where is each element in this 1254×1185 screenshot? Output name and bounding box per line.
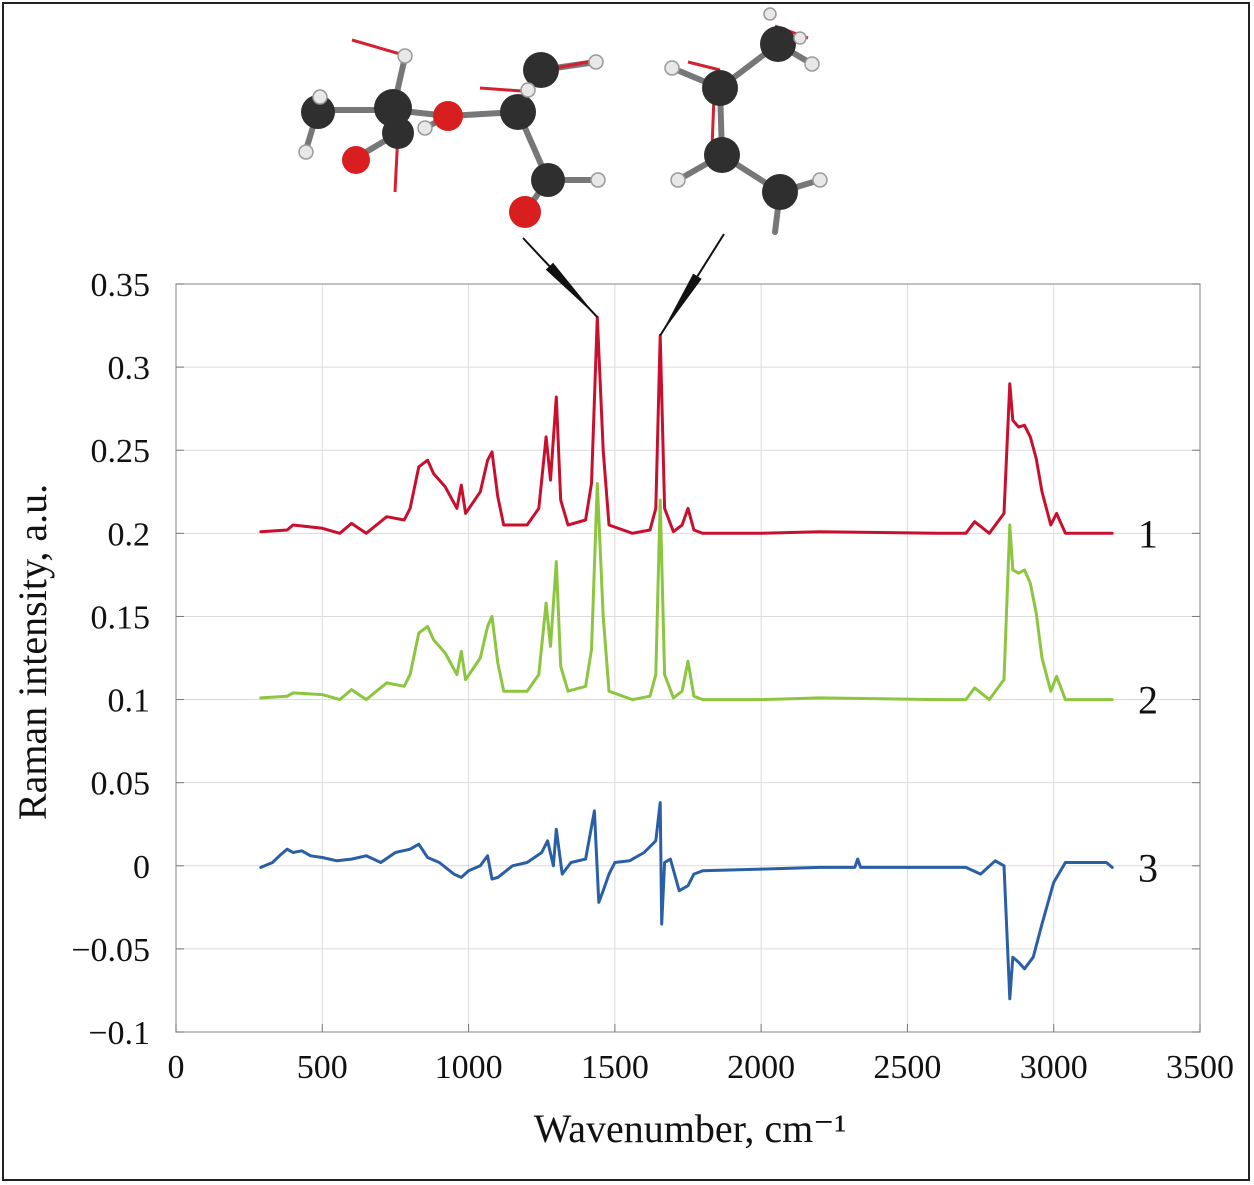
- displacement-vector: [687, 60, 721, 72]
- x-tick-label: 3000: [1020, 1049, 1088, 1086]
- carbon-atom: [702, 70, 738, 106]
- carbon-atom: [762, 174, 798, 210]
- axis-ticks: 0 500 1000 1500 2000 2500 3000 3500 −0.1 −0.05 0 0.…: [71, 267, 1234, 1086]
- hydrogen-atom: [793, 31, 807, 45]
- x-tick-label: 0: [168, 1049, 185, 1086]
- pointer-arrowhead: [545, 262, 598, 318]
- carbon-atom: [374, 89, 412, 127]
- hydrogen-atom: [397, 48, 413, 64]
- x-tick-label: 500: [297, 1049, 348, 1086]
- series-line-3: [259, 801, 1114, 1001]
- y-tick-label: 0.15: [91, 599, 151, 636]
- y-axis-title: Raman intensity, a.u.: [10, 484, 55, 820]
- x-tick-label: 1000: [435, 1049, 503, 1086]
- plot-border: [175, 283, 1201, 1033]
- hydrogen-atom: [804, 56, 820, 72]
- carbon-atom: [382, 117, 414, 149]
- oxygen-atom: [509, 196, 541, 228]
- y-tick-label: 0: [133, 849, 150, 886]
- x-tick-label: 1500: [581, 1049, 649, 1086]
- series-label-2: 2: [1138, 678, 1158, 723]
- hydrogen-atom: [298, 144, 314, 160]
- series-label-1: 1: [1138, 511, 1158, 556]
- series-lines: [259, 315, 1114, 1001]
- oxygen-atom: [433, 101, 463, 131]
- pointer-arrowhead: [660, 273, 702, 336]
- x-tick-label: 2500: [873, 1049, 941, 1086]
- carbon-atom: [704, 137, 740, 173]
- y-tick-label: 0.2: [108, 516, 151, 553]
- hydrogen-atom: [588, 54, 604, 70]
- hydrogen-atom: [670, 172, 686, 188]
- hydrogen-atom: [664, 60, 680, 76]
- y-tick-label: 0.35: [91, 267, 151, 304]
- hydrogen-atom: [812, 172, 828, 188]
- y-tick-label: 0.05: [91, 766, 151, 803]
- y-tick-label: 0.3: [108, 350, 151, 387]
- peak-pointers: [522, 233, 725, 337]
- carbon-atom: [523, 52, 559, 88]
- plot-area: [175, 283, 1201, 1033]
- series-line-2: [259, 482, 1114, 702]
- hydrogen-atom: [520, 82, 536, 98]
- hydrogen-atom: [763, 7, 777, 21]
- series-line-1: [259, 315, 1114, 535]
- hydrogen-atom: [312, 89, 328, 105]
- hydrogen-atom: [590, 172, 606, 188]
- series-label-3: 3: [1138, 845, 1158, 890]
- x-tick-label: 3500: [1166, 1049, 1234, 1086]
- oxygen-atom: [342, 146, 370, 174]
- carbon-atom: [760, 26, 796, 62]
- y-tick-label: 0.25: [91, 433, 151, 470]
- carbon-atom: [500, 94, 536, 130]
- series-labels: 1 2 3: [1138, 511, 1158, 890]
- y-tick-label: −0.05: [71, 932, 150, 969]
- y-tick-label: −0.1: [88, 1015, 150, 1052]
- chart-grid: [175, 283, 1201, 1033]
- carbon-atom: [531, 163, 565, 197]
- molecule-illustrations: [298, 7, 828, 235]
- carbon-atom: [301, 95, 335, 129]
- hydrogen-atom: [417, 120, 433, 136]
- x-axis-title: Wavenumber, cm⁻¹: [534, 1106, 847, 1151]
- x-tick-label: 2000: [727, 1049, 795, 1086]
- y-tick-label: 0.1: [108, 683, 151, 720]
